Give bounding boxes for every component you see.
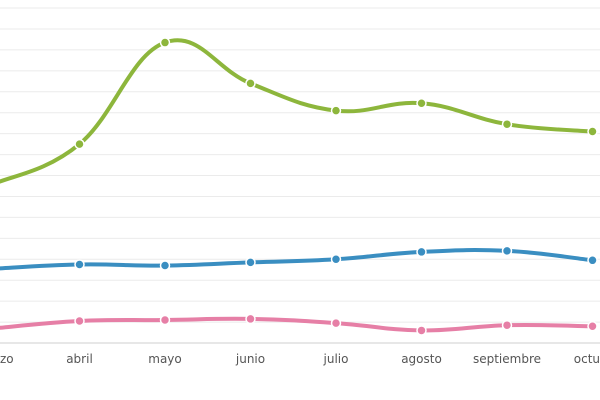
series-layer — [0, 37, 598, 336]
x-tick-label: junio — [235, 352, 265, 366]
data-point-agosto[interactable] — [416, 325, 427, 336]
series-line — [0, 316, 595, 333]
series-1 — [0, 37, 598, 184]
x-tick-label: zo — [0, 352, 14, 366]
data-point-abril[interactable] — [74, 259, 85, 270]
data-point-abril[interactable] — [74, 315, 85, 327]
x-tick-label: mayo — [148, 352, 182, 366]
data-point-julio[interactable] — [330, 105, 342, 116]
data-point-octubre[interactable] — [587, 255, 598, 266]
data-point-julio[interactable] — [330, 254, 342, 265]
data-point-mayo[interactable] — [159, 260, 171, 271]
x-tick-label: julio — [323, 352, 349, 366]
data-point-agosto[interactable] — [416, 98, 427, 109]
data-point-septiembre[interactable] — [501, 319, 513, 331]
gridlines — [0, 7, 600, 344]
data-point-octubre[interactable] — [587, 126, 598, 137]
data-point-septiembre[interactable] — [501, 118, 513, 130]
x-axis: zo abril mayo junio julio agosto septiembre oct… — [0, 352, 600, 366]
series-2 — [0, 245, 598, 271]
data-point-junio[interactable] — [245, 78, 256, 89]
x-tick-label: octu — [574, 352, 600, 366]
series-line — [0, 38, 595, 184]
data-point-octubre[interactable] — [587, 321, 598, 332]
data-point-junio[interactable] — [245, 313, 256, 325]
x-tick-label: agosto — [401, 352, 442, 366]
series-line — [0, 248, 595, 271]
data-point-mayo[interactable] — [159, 37, 171, 48]
x-tick-label: abril — [66, 352, 93, 366]
x-tick-label: septiembre — [473, 352, 541, 366]
data-point-abril[interactable] — [74, 138, 85, 150]
data-point-septiembre[interactable] — [501, 245, 513, 257]
data-point-junio[interactable] — [245, 257, 256, 268]
series-3 — [0, 313, 598, 336]
data-point-agosto[interactable] — [416, 246, 427, 258]
data-point-mayo[interactable] — [159, 314, 171, 326]
data-point-julio[interactable] — [330, 317, 342, 329]
